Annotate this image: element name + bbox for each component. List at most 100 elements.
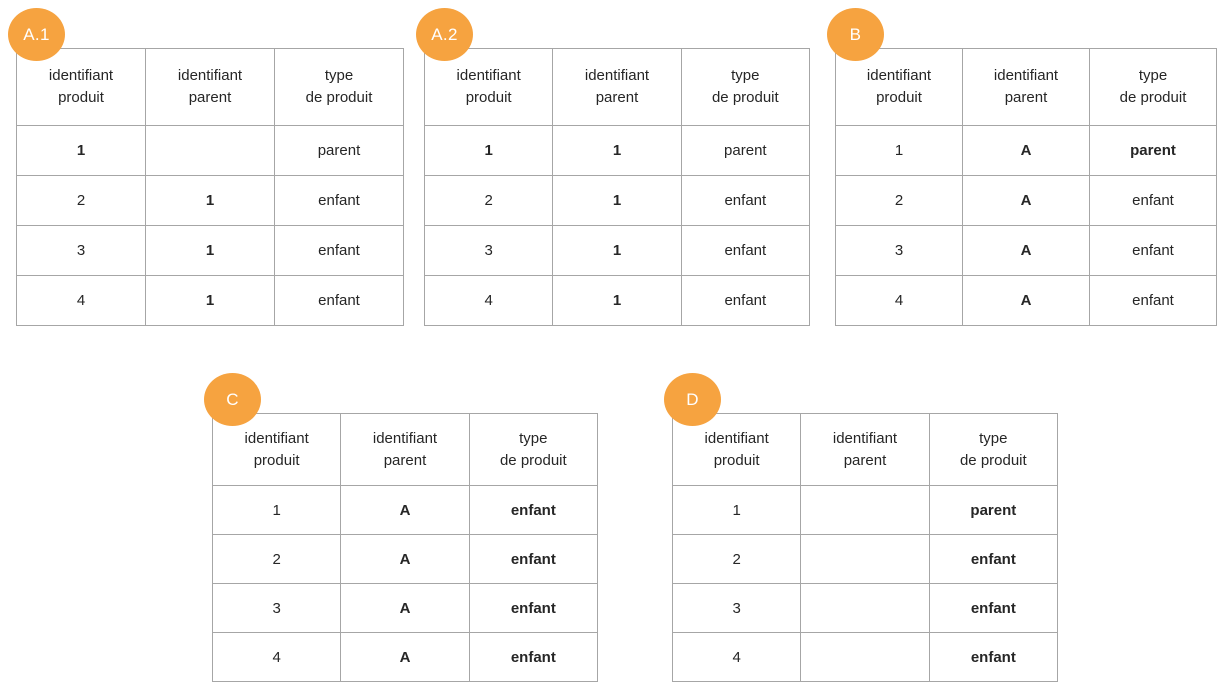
table-cell: 4 [423, 275, 554, 326]
column-header: type de produit [468, 413, 599, 486]
badge-b: B [827, 8, 884, 61]
table-cell [800, 534, 930, 584]
table-cell: A [340, 534, 470, 584]
header-row: identifiant produit identifiant parent t… [835, 48, 1217, 126]
table-cell [800, 583, 930, 633]
table-cell: 4 [835, 275, 963, 326]
table-cell: 1 [145, 175, 275, 226]
table-cell: A [340, 485, 470, 535]
header-row: identifiant produit identifiant parent t… [16, 48, 404, 126]
table-row: 2 A enfant [835, 175, 1217, 226]
table-cell: enfant [1089, 175, 1217, 226]
table-cell: enfant [468, 632, 599, 682]
table-row: 3 A enfant [211, 583, 599, 633]
table-cell: enfant [274, 175, 404, 226]
table-row: 4 A enfant [211, 632, 599, 682]
table-a2: A.2 identifiant produit identifiant pare… [416, 8, 811, 326]
table-cell: 1 [552, 175, 682, 226]
badge-a2: A.2 [416, 8, 473, 61]
badge-d: D [664, 373, 721, 426]
table-cell: enfant [468, 583, 599, 633]
table-cell: enfant [274, 225, 404, 276]
data-table-c: identifiant produit identifiant parent t… [211, 413, 599, 682]
table-cell: 1 [671, 485, 802, 535]
table-cell: 2 [423, 175, 554, 226]
table-cell: 4 [211, 632, 342, 682]
table-row: 3 1 enfant [16, 225, 404, 276]
table-cell: 1 [552, 275, 682, 326]
table-cell [800, 485, 930, 535]
table-row: 2 1 enfant [423, 175, 811, 226]
table-cell: enfant [680, 225, 811, 276]
table-cell: 3 [423, 225, 554, 276]
table-row: 4 A enfant [835, 275, 1217, 326]
column-header: identifiant parent [800, 413, 930, 486]
table-row: 1 parent [16, 125, 404, 176]
table-cell: A [340, 583, 470, 633]
table-b: B identifiant produit identifiant parent… [827, 8, 1217, 326]
table-cell: 1 [423, 125, 554, 176]
table-cell: A [340, 632, 470, 682]
table-cell: enfant [680, 275, 811, 326]
table-cell: A [962, 125, 1090, 176]
badge-a1: A.1 [8, 8, 65, 61]
table-row: 3 enfant [671, 583, 1059, 633]
table-row: 3 1 enfant [423, 225, 811, 276]
table-a1: A.1 identifiant produit identifiant pare… [8, 8, 404, 326]
table-c: C identifiant produit identifiant parent… [204, 373, 599, 682]
column-header: identifiant parent [552, 48, 682, 126]
table-cell: 4 [671, 632, 802, 682]
table-cell: enfant [468, 534, 599, 584]
table-cell: 2 [16, 175, 146, 226]
table-row: 1 parent [671, 485, 1059, 535]
table-row: 1 1 parent [423, 125, 811, 176]
table-cell: 2 [211, 534, 342, 584]
column-header: type de produit [274, 48, 404, 126]
table-cell: 1 [16, 125, 146, 176]
table-cell: parent [680, 125, 811, 176]
table-cell: enfant [1089, 225, 1217, 276]
table-cell: enfant [680, 175, 811, 226]
column-header: identifiant produit [16, 48, 146, 126]
table-row: 2 1 enfant [16, 175, 404, 226]
table-cell: enfant [1089, 275, 1217, 326]
table-d: D identifiant produit identifiant parent… [664, 373, 1059, 682]
table-cell: enfant [468, 485, 599, 535]
table-cell: 3 [211, 583, 342, 633]
table-cell: 2 [671, 534, 802, 584]
table-row: 1 A enfant [211, 485, 599, 535]
table-cell: 3 [671, 583, 802, 633]
table-row: 2 enfant [671, 534, 1059, 584]
data-table-d: identifiant produit identifiant parent t… [671, 413, 1059, 682]
header-row: identifiant produit identifiant parent t… [211, 413, 599, 486]
table-cell: 3 [16, 225, 146, 276]
table-row: 1 A parent [835, 125, 1217, 176]
column-header: identifiant parent [340, 413, 470, 486]
table-cell: 1 [552, 125, 682, 176]
column-header: identifiant parent [145, 48, 275, 126]
table-cell: enfant [928, 534, 1059, 584]
column-header: type de produit [928, 413, 1059, 486]
data-table-b: identifiant produit identifiant parent t… [835, 48, 1217, 326]
table-cell: A [962, 225, 1090, 276]
column-header: identifiant produit [835, 48, 963, 126]
table-cell: parent [928, 485, 1059, 535]
column-header: identifiant produit [423, 48, 554, 126]
table-cell: 4 [16, 275, 146, 326]
table-cell: A [962, 175, 1090, 226]
header-row: identifiant produit identifiant parent t… [671, 413, 1059, 486]
table-cell: 1 [835, 125, 963, 176]
table-row: 2 A enfant [211, 534, 599, 584]
table-cell: enfant [928, 632, 1059, 682]
table-cell: A [962, 275, 1090, 326]
column-header: identifiant parent [962, 48, 1090, 126]
table-cell: enfant [928, 583, 1059, 633]
table-row: 3 A enfant [835, 225, 1217, 276]
table-cell: parent [274, 125, 404, 176]
table-cell [800, 632, 930, 682]
table-cell: 3 [835, 225, 963, 276]
table-row: 4 enfant [671, 632, 1059, 682]
data-table-a1: identifiant produit identifiant parent t… [16, 48, 404, 326]
table-cell: 1 [552, 225, 682, 276]
